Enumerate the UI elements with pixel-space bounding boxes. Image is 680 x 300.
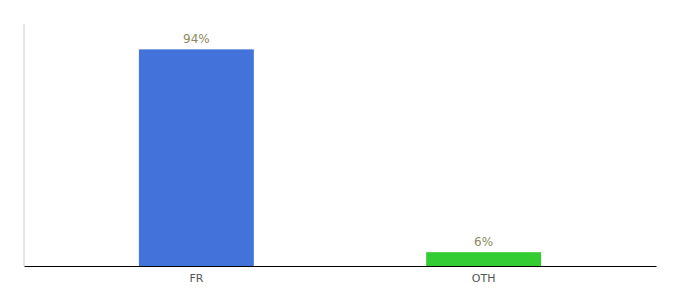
plot: FR OTH 94% 6% xyxy=(24,24,657,285)
data-label: 6% xyxy=(474,235,493,249)
bar xyxy=(426,252,541,266)
chart: FR OTH 94% 6% xyxy=(0,0,680,300)
x-tick-label: OTH xyxy=(472,272,496,285)
x-tick: FR xyxy=(189,272,203,285)
x-axis: FR OTH xyxy=(25,267,657,285)
x-tick: OTH xyxy=(472,272,496,285)
y-axis xyxy=(24,24,25,266)
data-label: 94% xyxy=(183,32,210,46)
bar xyxy=(139,49,254,266)
y-axis-line xyxy=(24,24,25,266)
x-tick-label: FR xyxy=(189,272,203,285)
bars xyxy=(139,49,541,266)
x-axis-line xyxy=(25,266,657,267)
data-labels: 94% 6% xyxy=(183,32,493,249)
